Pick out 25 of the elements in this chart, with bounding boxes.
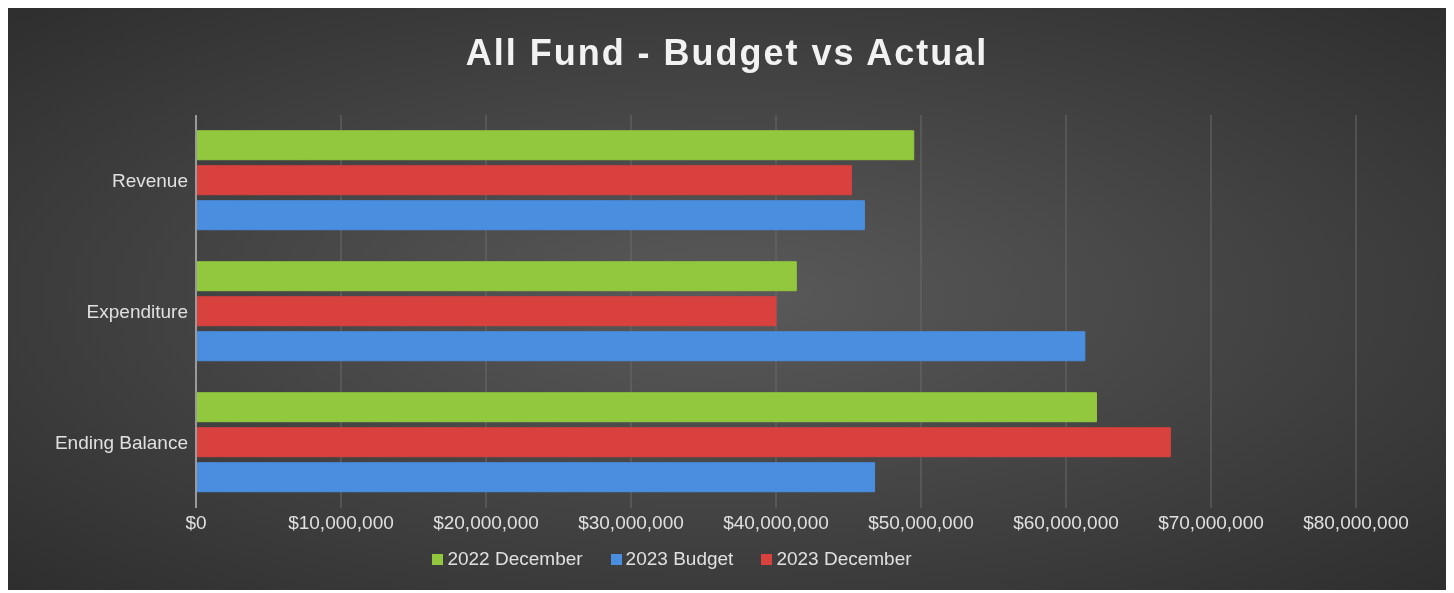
y-tick-label: Revenue [111, 170, 188, 192]
bar [196, 462, 876, 493]
x-tick-label: $30,000,000 [578, 512, 684, 534]
legend-label: 2023 Budget [625, 548, 734, 569]
x-tick-label: $20,000,000 [433, 512, 539, 534]
x-tick-label: $0 [185, 512, 207, 534]
legend-label: 2022 December [447, 548, 583, 569]
x-tick-label: $60,000,000 [1013, 512, 1119, 534]
x-tick-label: $40,000,000 [723, 512, 829, 534]
bar [196, 130, 915, 161]
x-tick-label: $50,000,000 [868, 512, 974, 534]
bar [196, 427, 1171, 458]
bar [196, 165, 852, 196]
legend-label: 2023 December [776, 548, 912, 569]
chart-title: All Fund - Budget vs Actual [464, 32, 990, 74]
bar [196, 392, 1097, 423]
y-tick-label: Expenditure [86, 301, 188, 323]
x-tick-label: $10,000,000 [288, 512, 394, 534]
bar [196, 261, 797, 292]
bar [196, 296, 777, 327]
x-tick-label: $70,000,000 [1158, 512, 1264, 534]
bar [196, 331, 1086, 362]
x-tick-label: $80,000,000 [1303, 512, 1409, 534]
bar [196, 200, 865, 231]
y-tick-label: Ending Balance [54, 432, 188, 454]
